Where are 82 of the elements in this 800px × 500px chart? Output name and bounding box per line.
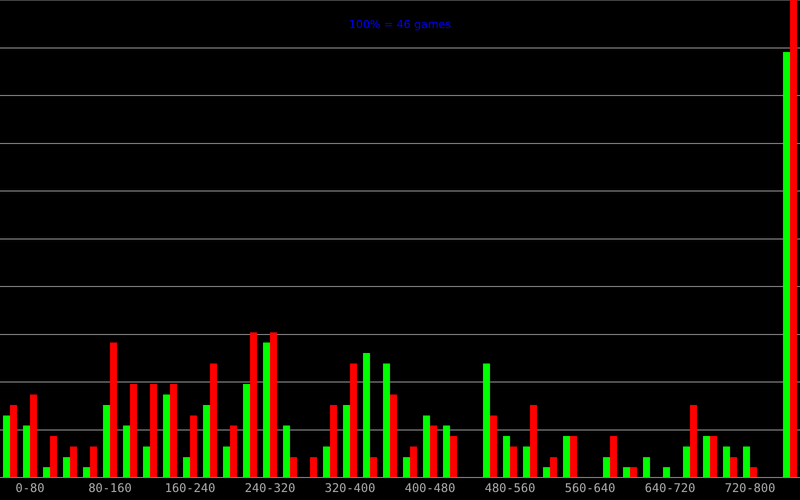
bar — [330, 405, 337, 478]
bar — [550, 457, 557, 478]
bar — [530, 405, 537, 478]
x-tick-label: 320-400 — [324, 480, 376, 495]
bar — [290, 457, 297, 478]
bar — [203, 405, 210, 478]
bar — [230, 426, 237, 478]
bar — [703, 436, 710, 478]
bar — [710, 436, 717, 478]
x-tick-label: 480-560 — [484, 480, 536, 495]
bar — [43, 467, 50, 478]
bar — [150, 384, 157, 478]
bar — [570, 436, 577, 478]
x-tick-label: 640-720 — [644, 480, 696, 495]
bar — [410, 446, 417, 478]
bar — [370, 457, 377, 478]
bar — [603, 457, 610, 478]
bar — [610, 436, 617, 478]
bar — [750, 467, 757, 478]
x-tick-label: 160-240 — [164, 480, 216, 495]
bar — [743, 446, 750, 478]
bar — [90, 446, 97, 478]
x-tick-label: 720-800 — [724, 480, 776, 495]
bar — [623, 467, 630, 478]
bar — [163, 394, 170, 478]
bar — [523, 446, 530, 478]
bar — [23, 426, 30, 478]
bar — [663, 467, 670, 478]
bar — [363, 352, 370, 478]
bar — [170, 384, 177, 478]
bar — [483, 363, 490, 478]
bar — [350, 363, 357, 478]
bar — [263, 342, 270, 478]
bar — [223, 446, 230, 478]
bar — [210, 363, 217, 478]
bar — [430, 426, 437, 478]
bar — [83, 467, 90, 478]
x-tick-label: 0-80 — [16, 480, 44, 495]
bar — [630, 467, 637, 478]
bar — [443, 426, 450, 478]
bar — [730, 457, 737, 478]
bar — [643, 457, 650, 478]
x-tick-label: 560-640 — [564, 480, 616, 495]
bar — [270, 332, 277, 478]
bar — [683, 446, 690, 478]
bar — [103, 405, 110, 478]
annotation: 100% = 46 games — [348, 18, 452, 31]
x-tick-label: 400-480 — [404, 480, 456, 495]
bar — [283, 426, 290, 478]
bar — [423, 416, 430, 478]
bar — [250, 332, 257, 478]
x-tick-label: 240-320 — [244, 480, 296, 495]
x-tick-label: 80-160 — [88, 480, 132, 495]
bar — [323, 446, 330, 478]
bar — [110, 342, 117, 478]
bar — [3, 416, 10, 478]
bar — [543, 467, 550, 478]
bar — [783, 52, 790, 478]
bar — [490, 416, 497, 478]
bar — [723, 446, 730, 478]
bar — [63, 457, 70, 478]
bar — [450, 436, 457, 478]
bar — [123, 426, 130, 478]
bar — [343, 405, 350, 478]
bar — [790, 0, 797, 478]
bar — [390, 394, 397, 478]
bar — [183, 457, 190, 478]
bar — [503, 436, 510, 478]
bar — [130, 384, 137, 478]
bar — [70, 446, 77, 478]
bar — [10, 405, 17, 478]
bar — [563, 436, 570, 478]
bar — [403, 457, 410, 478]
bar — [143, 446, 150, 478]
bar — [310, 457, 317, 478]
bar — [50, 436, 57, 478]
bar — [243, 384, 250, 478]
bar — [383, 363, 390, 478]
bar — [190, 416, 197, 478]
bar — [510, 446, 517, 478]
bar — [30, 394, 37, 478]
bar — [690, 405, 697, 478]
